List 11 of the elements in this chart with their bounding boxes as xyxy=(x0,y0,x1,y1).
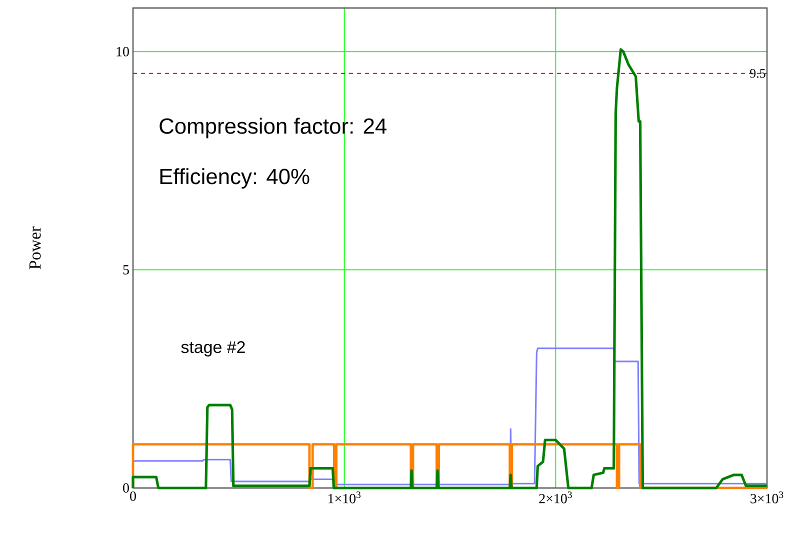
annotation: stage #2 xyxy=(181,341,245,356)
x-tick-label: 3×10$^{3}$ xyxy=(750,492,784,504)
y-tick-label: 10 xyxy=(116,46,129,56)
x-tick-label: 0 xyxy=(130,492,136,501)
y-tick-label: 5 xyxy=(123,265,129,274)
ref-line-label: 9.5 xyxy=(750,69,766,78)
x-tick-label: 1×10$^{3}$ xyxy=(328,492,361,504)
y-tick-label: 0 xyxy=(123,483,129,493)
annotation: Efficiency: 40% xyxy=(160,168,310,189)
x-tick-label: 2×10$^{3}$ xyxy=(539,492,572,504)
y-axis-title: Power xyxy=(29,226,41,270)
